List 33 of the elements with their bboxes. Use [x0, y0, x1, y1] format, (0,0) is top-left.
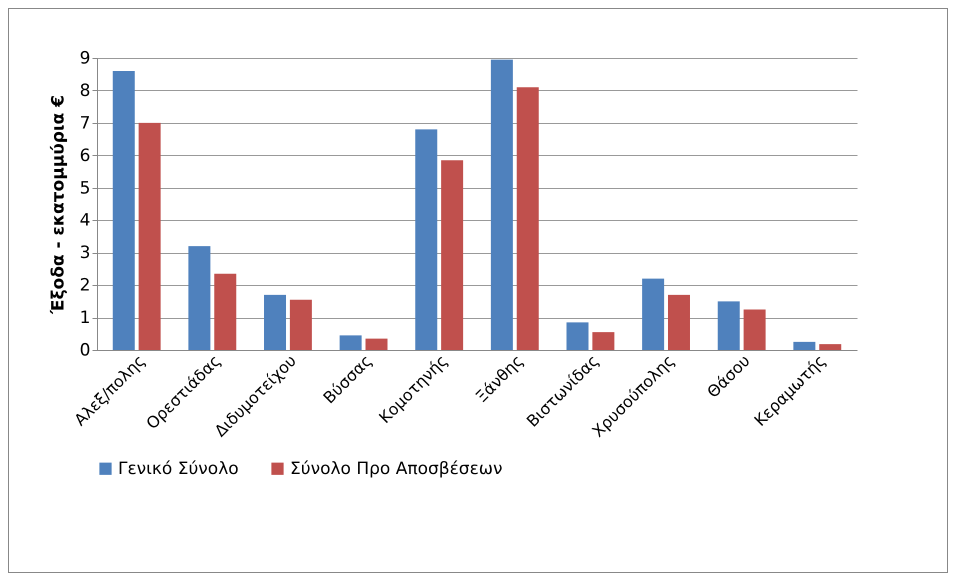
bar [188, 246, 210, 350]
bar [214, 274, 236, 350]
bar [566, 322, 588, 350]
y-tick-label: 3 [80, 243, 90, 264]
y-tick-label: 5 [80, 178, 90, 198]
legend-label: Σύνολο Προ Αποσβέσεων [290, 458, 502, 479]
bar [112, 70, 135, 350]
y-tick-label: 6 [80, 146, 90, 166]
bar [516, 87, 539, 350]
y-axis-title: Έξοδα - εκατομμύρια € [48, 95, 69, 315]
y-tick-label: 7 [80, 113, 90, 134]
bar [668, 294, 690, 350]
bar [441, 160, 464, 350]
y-tick-label: 8 [80, 80, 90, 101]
bar [290, 300, 312, 350]
bar [793, 342, 816, 350]
y-tick-label: 1 [80, 308, 90, 328]
y-tick-label: 0 [80, 340, 90, 360]
bar [340, 335, 362, 350]
y-tick-label: 9 [80, 48, 90, 68]
bar [718, 301, 740, 350]
bar [415, 129, 438, 350]
bar [819, 344, 842, 350]
bar [264, 294, 286, 350]
bar [642, 278, 664, 350]
legend-label: Γενικό Σύνολο [118, 458, 239, 479]
bar [366, 338, 388, 350]
bar [744, 309, 766, 350]
bar [138, 122, 161, 350]
bar [490, 60, 513, 350]
y-tick-label: 2 [80, 276, 90, 296]
bar [592, 332, 614, 350]
y-tick-label: 4 [80, 210, 90, 231]
